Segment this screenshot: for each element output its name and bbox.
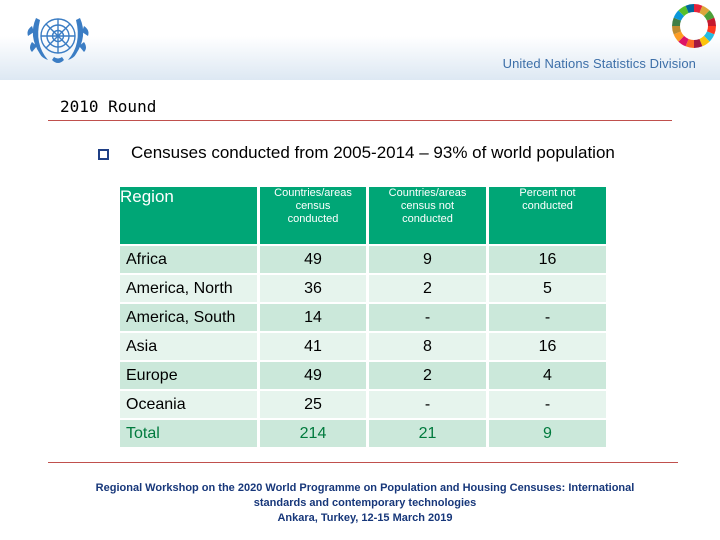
table-total-row: Total 214 21 9 [120, 420, 606, 447]
table-row: Oceania 25 - - [120, 391, 606, 418]
region-cell: America, North [120, 275, 257, 302]
table-row: Asia 41 8 16 [120, 333, 606, 360]
un-emblem-icon [27, 18, 89, 63]
conducted-cell: 49 [260, 246, 366, 273]
not-conducted-cell: 21 [369, 420, 486, 447]
footer-line: standards and contemporary technologies [253, 497, 477, 509]
column-header-not-conducted: Countries/areas census not conducted [369, 187, 486, 244]
table-row: America, South 14 - - [120, 304, 606, 331]
bullet-text: Censuses conducted from 2005-2014 – 93% … [131, 143, 615, 162]
checkbox-bullet-icon [98, 148, 109, 160]
not-conducted-cell: 2 [369, 362, 486, 389]
footer-line: Ankara, Turkey, 12-15 March 2019 [277, 512, 453, 524]
conducted-cell: 49 [260, 362, 366, 389]
percent-cell: 9 [489, 420, 606, 447]
footer: Regional Workshop on the 2020 World Prog… [62, 481, 668, 526]
table-row: Europe 49 2 4 [120, 362, 606, 389]
not-conducted-cell: - [369, 304, 486, 331]
conducted-cell: 214 [260, 420, 366, 447]
slide-title: 2010 Round [60, 97, 157, 116]
conducted-cell: 41 [260, 333, 366, 360]
percent-cell: 16 [489, 246, 606, 273]
sdg-wheel-icon [672, 4, 716, 48]
percent-cell: 16 [489, 333, 606, 360]
census-table: Region Countries/areas census conducted … [117, 185, 609, 449]
percent-cell: - [489, 304, 606, 331]
not-conducted-cell: 2 [369, 275, 486, 302]
percent-cell: 5 [489, 275, 606, 302]
bullet-item: Censuses conducted from 2005-2014 – 93% … [98, 143, 615, 163]
not-conducted-cell: - [369, 391, 486, 418]
column-header-conducted: Countries/areas census conducted [260, 187, 366, 244]
percent-cell: 4 [489, 362, 606, 389]
region-cell: Asia [120, 333, 257, 360]
footer-divider [48, 462, 678, 463]
region-cell: Oceania [120, 391, 257, 418]
column-header-percent: Percent not conducted [489, 187, 606, 244]
title-divider [48, 120, 672, 121]
percent-cell: - [489, 391, 606, 418]
conducted-cell: 14 [260, 304, 366, 331]
footer-line: Regional Workshop on the 2020 World Prog… [95, 482, 635, 494]
region-cell: Africa [120, 246, 257, 273]
table-row: America, North 36 2 5 [120, 275, 606, 302]
organization-name: United Nations Statistics Division [502, 56, 696, 71]
column-header-region: Region [120, 187, 257, 244]
conducted-cell: 25 [260, 391, 366, 418]
region-cell: Total [120, 420, 257, 447]
conducted-cell: 36 [260, 275, 366, 302]
region-cell: Europe [120, 362, 257, 389]
not-conducted-cell: 8 [369, 333, 486, 360]
header-band [0, 0, 720, 80]
region-cell: America, South [120, 304, 257, 331]
table-header-row: Region Countries/areas census conducted … [120, 187, 606, 244]
table-row: Africa 49 9 16 [120, 246, 606, 273]
not-conducted-cell: 9 [369, 246, 486, 273]
